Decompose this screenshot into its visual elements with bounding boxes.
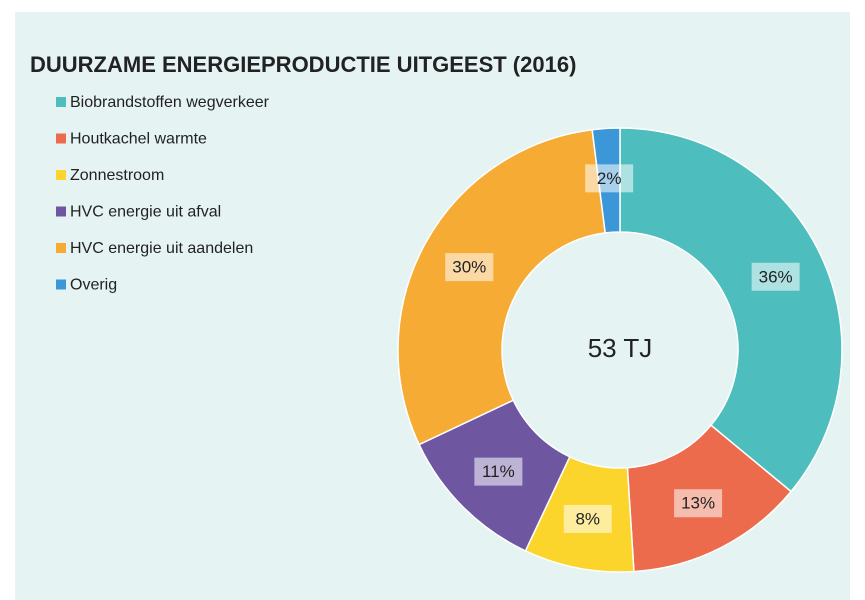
legend-swatch [56,279,66,290]
data-label: 8% [575,509,600,528]
data-label: 2% [597,169,622,188]
legend-swatch [56,170,66,180]
center-label: 53 TJ [588,333,653,363]
chart-title: DUURZAME ENERGIEPRODUCTIE UITGEEST (2016… [30,52,576,77]
data-label: 30% [452,258,486,277]
label-box [563,504,612,533]
data-label: 11% [482,462,515,481]
label-box [585,164,634,193]
legend-label: Zonnestroom [70,167,164,184]
legend-swatch [56,243,66,253]
label-box [751,262,800,291]
label-box [674,489,723,518]
legend-label: Biobrandstoffen wegverkeer [70,94,270,111]
legend-swatch [56,133,66,144]
legend-label: Overig [70,277,117,294]
legend-swatch [56,97,66,107]
data-label: 13% [681,494,715,513]
donut-segment [619,127,843,493]
legend-label: HVC energie uit afval [70,204,221,221]
legend-swatch [56,206,66,217]
legend-label: HVC energie uit aandelen [70,240,253,257]
label-box [445,253,494,282]
donut-segment [397,128,607,446]
data-label: 36% [759,267,793,286]
legend-label: Houtkachel warmte [70,131,207,148]
label-box [474,457,523,486]
